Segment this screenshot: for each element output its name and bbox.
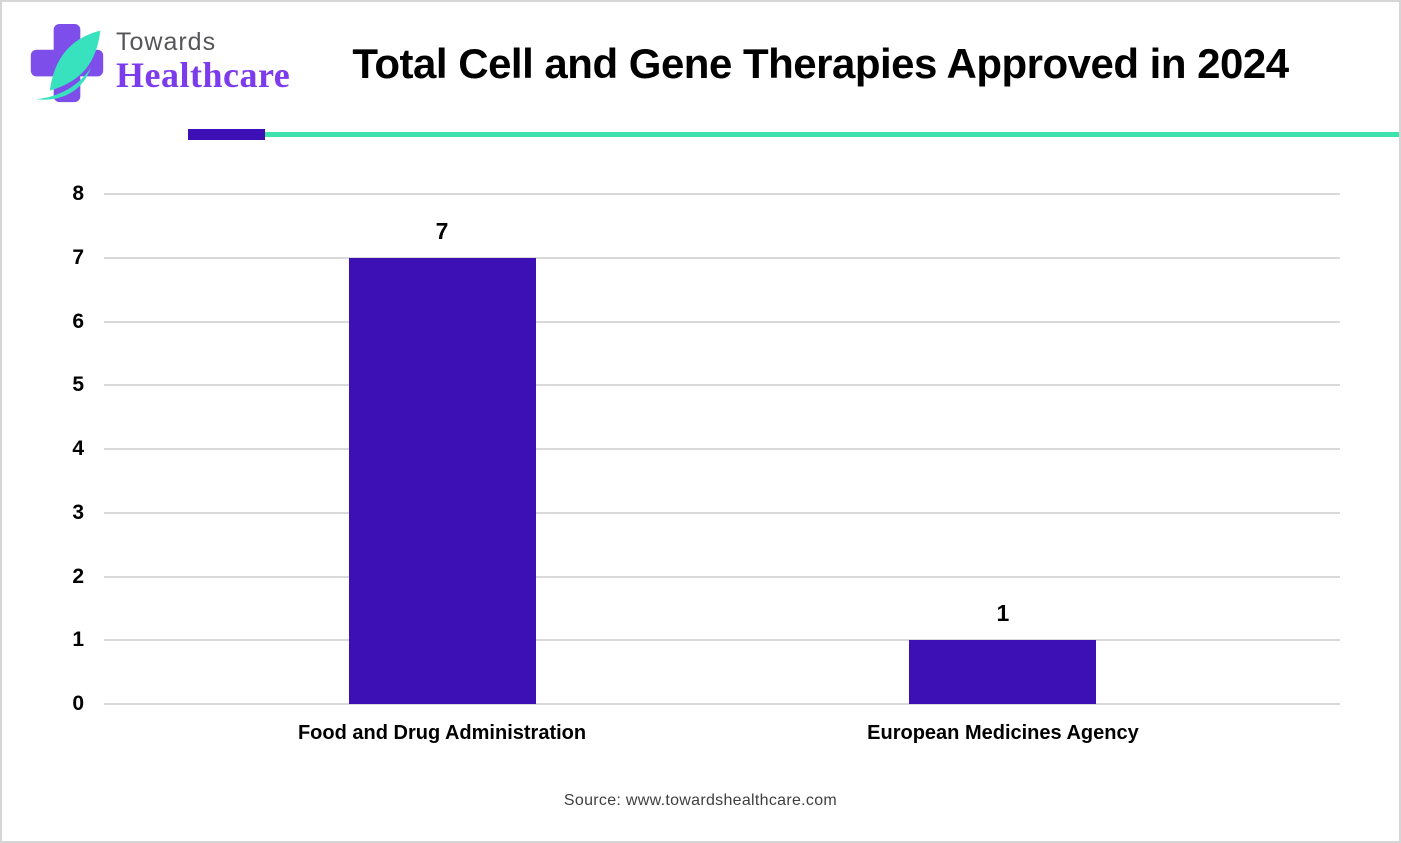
gridline-y-1 xyxy=(104,639,1340,642)
gridline-y-4 xyxy=(104,448,1340,450)
logo-cross-leaf-icon xyxy=(30,24,104,103)
bar-value-label: 1 xyxy=(996,600,1010,627)
y-axis-tick-label: 1 xyxy=(72,628,84,652)
divider-line xyxy=(265,132,1399,137)
bar-1 xyxy=(348,257,536,704)
y-axis-tick-label: 3 xyxy=(72,500,84,524)
gridline-y-2 xyxy=(104,575,1340,578)
logo-healthcare-label: Healthcare xyxy=(116,55,291,95)
towards-healthcare-logo: Towards Healthcare xyxy=(30,16,290,104)
bar-2 xyxy=(909,640,1097,704)
x-axis-category-label: European Medicines Agency xyxy=(867,722,1139,744)
divider-accent-bar xyxy=(188,129,265,140)
logo-leaf-swoosh-icon xyxy=(36,67,91,100)
x-axis-category-label: Food and Drug Administration xyxy=(297,722,587,744)
y-axis-tick-label: 8 xyxy=(72,182,84,205)
source-note: Source: www.towardshealthcare.com xyxy=(563,792,838,809)
bar-chart-plot-area: 0 1 2 3 4 5 6 7 8 7 Food and Drug Administration 1 E… xyxy=(72,182,1340,744)
y-axis-tick-label: 7 xyxy=(72,245,84,269)
y-axis-tick-label: 0 xyxy=(72,692,84,715)
logo-towards-label: Towards xyxy=(116,28,217,56)
logo-text: Towards Healthcare xyxy=(116,16,290,95)
logo-leaf-icon xyxy=(49,30,101,91)
chart-title: Total Cell and Gene Therapies Approved i… xyxy=(352,40,1289,87)
gridline-y-5 xyxy=(104,384,1340,387)
gridline-y-7 xyxy=(104,256,1340,259)
y-axis-tick-label: 2 xyxy=(72,564,84,588)
y-axis-tick-label: 5 xyxy=(72,373,84,397)
gridline-y-0 xyxy=(104,703,1340,705)
y-axis-tick-label: 4 xyxy=(72,437,84,460)
gridline-y-8 xyxy=(104,193,1340,195)
gridline-y-6 xyxy=(104,320,1340,323)
gridline-y-3 xyxy=(104,511,1340,514)
y-axis-tick-label: 6 xyxy=(72,309,84,333)
bar-value-label: 7 xyxy=(435,217,449,244)
